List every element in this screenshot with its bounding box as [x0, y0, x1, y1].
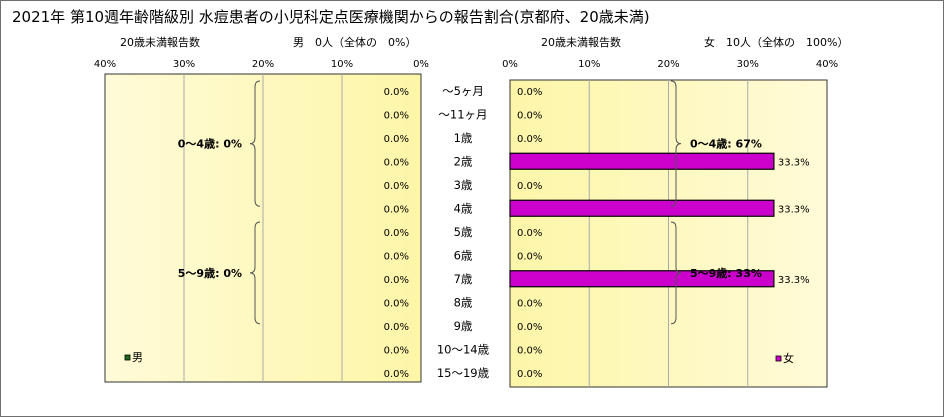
- right-legend-label: 女: [783, 351, 794, 365]
- right-value-label: 0.0%: [517, 87, 542, 98]
- left-tick-label: 20%: [252, 59, 274, 70]
- left-value-label: 0.0%: [384, 251, 409, 262]
- category-label: 5歳: [454, 225, 473, 239]
- category-label: 1歳: [454, 131, 473, 145]
- left-group-brace: [249, 80, 261, 207]
- right-value-label: 0.0%: [517, 134, 542, 145]
- left-value-label: 0.0%: [384, 181, 409, 192]
- category-label: 7歳: [454, 272, 473, 286]
- right-subtitle-info: 女 10人（全体の 100%）: [704, 35, 848, 49]
- left-subtitle-label: 20歳未満報告数: [120, 36, 200, 49]
- left-subtitle-info: 男 0人（全体の 0%）: [293, 35, 416, 49]
- left-value-label: 0.0%: [384, 275, 409, 286]
- left-value-label: 0.0%: [384, 228, 409, 239]
- right-group-label: 0～4歳: 67%: [690, 137, 762, 151]
- category-label: 6歳: [454, 248, 473, 262]
- left-group-label: 0～4歳: 0%: [178, 137, 242, 151]
- right-value-label: 0.0%: [517, 110, 542, 121]
- right-tick-label: 10%: [578, 59, 600, 70]
- right-panel: 0% 10% 20% 30% 40% 0.0% 0.0% 0.0% 33.3% 0.0% 33.3%…: [502, 59, 838, 388]
- left-group-brace: [249, 221, 261, 325]
- right-value-label: 33.3%: [778, 204, 810, 215]
- left-tick-label: 40%: [94, 59, 116, 70]
- left-legend-swatch: [124, 354, 131, 361]
- category-label: 2歳: [454, 154, 473, 168]
- right-value-label: 0.0%: [517, 369, 542, 380]
- right-tick-label: 20%: [657, 59, 679, 70]
- right-group-brace: [670, 80, 682, 207]
- right-value-label: 0.0%: [517, 181, 542, 192]
- category-axis: ～5ヶ月 ～11ヶ月 1歳 2歳 3歳 4歳 5歳 6歳 7歳 8歳 9歳 10～14歳 15～19歳: [437, 84, 490, 380]
- left-value-label: 0.0%: [384, 322, 409, 333]
- left-value-label: 0.0%: [384, 134, 409, 145]
- right-value-label: 0.0%: [517, 298, 542, 309]
- right-bar: [509, 270, 775, 288]
- right-bar: [509, 199, 775, 217]
- right-legend-swatch: [775, 355, 782, 362]
- left-group-label: 5～9歳: 0%: [178, 266, 242, 280]
- right-tick-label: 30%: [737, 59, 759, 70]
- left-tick-label: 30%: [173, 59, 195, 70]
- right-tick-label: 0%: [502, 59, 518, 70]
- right-bar: [509, 152, 775, 170]
- right-subtitle-label: 20歳未満報告数: [541, 36, 621, 49]
- chart-title: 2021年 第10週年齢階級別 水痘患者の小児科定点医療機関からの報告割合(京都…: [12, 8, 650, 26]
- left-value-label: 0.0%: [384, 87, 409, 98]
- category-label: 4歳: [454, 201, 473, 215]
- left-value-label: 0.0%: [384, 298, 409, 309]
- right-group-brace: [670, 221, 682, 325]
- left-value-label: 0.0%: [384, 345, 409, 356]
- right-tick-label: 40%: [816, 59, 838, 70]
- right-value-label: 0.0%: [517, 251, 542, 262]
- right-value-label: 0.0%: [517, 228, 542, 239]
- left-legend-label: 男: [132, 351, 143, 364]
- category-label: 8歳: [454, 295, 473, 309]
- category-label: 15～19歳: [437, 366, 490, 380]
- left-panel: 40% 30% 20% 10% 0% 0.0% 0.0% 0.0% 0.0% 0.0% 0.0% 0.…: [94, 59, 429, 383]
- category-label: ～11ヶ月: [438, 107, 487, 121]
- right-value-label: 33.3%: [778, 157, 810, 168]
- right-value-label: 0.0%: [517, 322, 542, 333]
- left-tick-label: 0%: [413, 59, 429, 70]
- left-value-label: 0.0%: [384, 204, 409, 215]
- category-label: 10～14歳: [437, 342, 490, 356]
- left-value-label: 0.0%: [384, 369, 409, 380]
- right-group-label: 5～9歳: 33%: [690, 266, 762, 280]
- category-label: 9歳: [454, 319, 473, 333]
- category-label: ～5ヶ月: [442, 84, 484, 98]
- category-label: 3歳: [454, 178, 473, 192]
- left-value-label: 0.0%: [384, 157, 409, 168]
- left-value-label: 0.0%: [384, 110, 409, 121]
- right-value-label: 0.0%: [517, 345, 542, 356]
- right-value-label: 33.3%: [778, 275, 810, 286]
- left-tick-label: 10%: [331, 59, 353, 70]
